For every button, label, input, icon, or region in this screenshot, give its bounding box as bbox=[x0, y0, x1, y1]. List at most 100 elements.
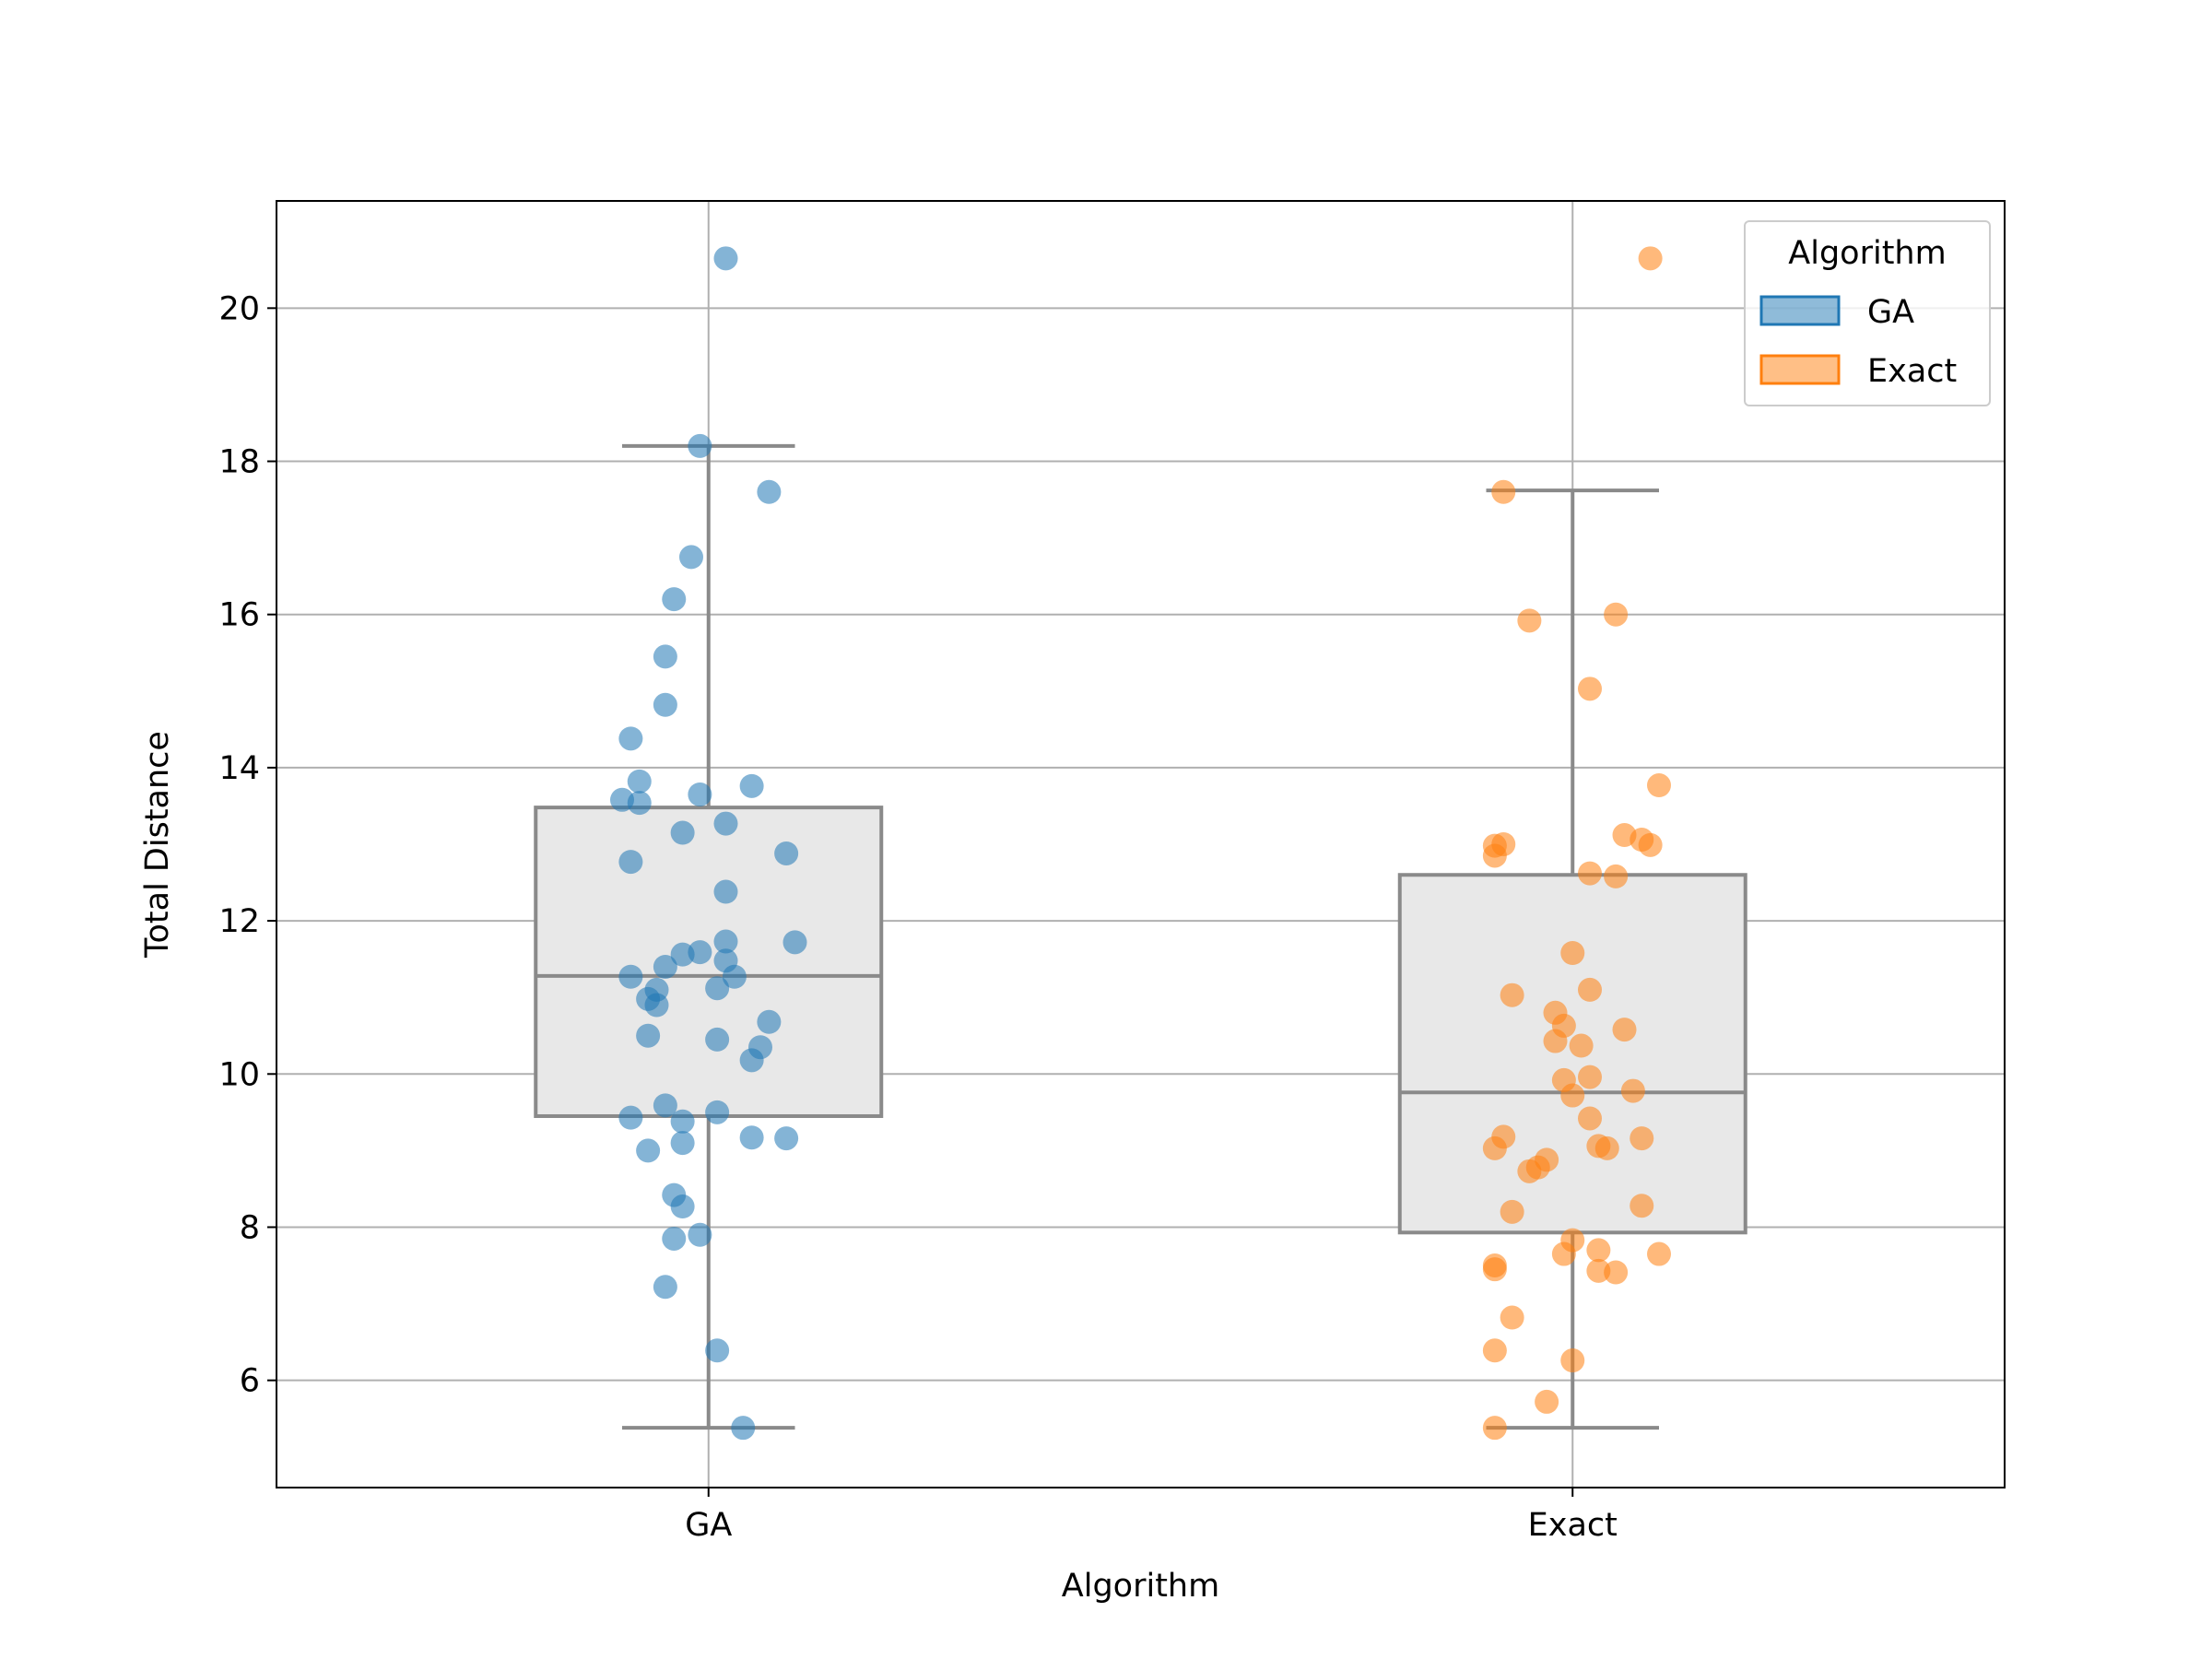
data-point bbox=[739, 1048, 764, 1073]
data-point bbox=[713, 879, 738, 904]
data-point bbox=[1578, 977, 1602, 1002]
legend-title: Algorithm bbox=[1788, 235, 1946, 272]
data-point bbox=[670, 1109, 695, 1134]
data-point bbox=[653, 1275, 677, 1300]
data-point bbox=[1612, 1018, 1637, 1042]
data-point bbox=[1604, 1260, 1629, 1285]
data-point bbox=[1560, 1348, 1585, 1373]
data-point bbox=[1569, 1033, 1594, 1058]
data-point bbox=[1482, 1257, 1507, 1282]
data-point bbox=[653, 692, 677, 717]
data-point bbox=[1578, 1065, 1602, 1089]
data-point bbox=[627, 791, 652, 816]
data-point bbox=[1578, 1106, 1602, 1131]
y-tick-label: 20 bbox=[218, 290, 260, 327]
data-point bbox=[1535, 1389, 1559, 1414]
box-exact bbox=[1397, 488, 1747, 1430]
box-layer bbox=[534, 443, 1747, 1430]
legend-entries: GA Exact bbox=[1759, 294, 1957, 390]
data-point bbox=[1630, 1194, 1654, 1218]
data-point bbox=[1638, 832, 1663, 857]
data-point bbox=[1482, 1135, 1507, 1160]
data-point bbox=[1586, 1258, 1611, 1283]
data-point bbox=[618, 726, 643, 751]
y-axis-label: Total Distance bbox=[139, 731, 176, 959]
data-point bbox=[1500, 1199, 1524, 1224]
data-point bbox=[670, 820, 695, 845]
data-point bbox=[1586, 1238, 1611, 1263]
data-point bbox=[1517, 608, 1542, 633]
data-point bbox=[644, 993, 669, 1018]
data-point bbox=[670, 1194, 695, 1219]
y-tick-label: 12 bbox=[218, 903, 260, 940]
data-point bbox=[757, 479, 782, 504]
x-tick-label: Exact bbox=[1528, 1507, 1618, 1544]
y-tick-label: 18 bbox=[218, 444, 260, 481]
data-point bbox=[1638, 246, 1663, 271]
data-point bbox=[670, 942, 695, 967]
data-point bbox=[1482, 1338, 1507, 1363]
data-point bbox=[705, 1027, 730, 1052]
point-layer bbox=[610, 246, 1671, 1441]
y-tick-label: 8 bbox=[240, 1209, 260, 1246]
data-point bbox=[739, 773, 764, 798]
data-point bbox=[705, 1100, 730, 1124]
data-point bbox=[1647, 773, 1671, 798]
data-point bbox=[713, 929, 738, 954]
data-point bbox=[653, 644, 677, 669]
legend-swatch-ga bbox=[1759, 295, 1841, 326]
data-point bbox=[774, 1126, 799, 1151]
data-point bbox=[713, 246, 738, 271]
y-tick-label: 6 bbox=[240, 1363, 260, 1400]
series-ga bbox=[610, 246, 807, 1441]
legend-swatch-exact bbox=[1759, 354, 1841, 385]
data-point bbox=[653, 1093, 677, 1118]
data-point bbox=[1500, 982, 1524, 1007]
data-point bbox=[688, 433, 712, 458]
data-point bbox=[627, 769, 652, 794]
data-point bbox=[662, 587, 687, 612]
data-point bbox=[670, 1131, 695, 1156]
data-point bbox=[1647, 1241, 1671, 1266]
data-point bbox=[618, 850, 643, 875]
y-tick-label: 16 bbox=[218, 597, 260, 634]
data-point bbox=[1482, 843, 1507, 868]
data-point bbox=[705, 1338, 730, 1363]
data-point bbox=[653, 954, 677, 979]
x-tick-label: GA bbox=[685, 1507, 732, 1544]
data-point bbox=[1491, 479, 1516, 504]
data-point bbox=[1604, 864, 1629, 888]
data-point bbox=[782, 930, 807, 955]
y-tick-label: 14 bbox=[218, 750, 260, 787]
data-point bbox=[1604, 602, 1629, 627]
data-point bbox=[636, 1138, 661, 1163]
legend-label-exact: Exact bbox=[1867, 353, 1957, 390]
data-point bbox=[757, 1009, 782, 1034]
box-ga bbox=[534, 443, 884, 1430]
data-point bbox=[1517, 1159, 1542, 1183]
data-point bbox=[636, 1023, 661, 1048]
data-point bbox=[722, 964, 747, 989]
data-point bbox=[679, 545, 703, 570]
data-point bbox=[618, 964, 643, 989]
data-point bbox=[1500, 1305, 1524, 1330]
data-point bbox=[1560, 940, 1585, 965]
data-point bbox=[713, 811, 738, 836]
data-point bbox=[618, 1105, 643, 1130]
data-point bbox=[731, 1416, 756, 1441]
axis-ticks: 6 8 10 12 14 16 18 20 GA Exact bbox=[218, 290, 1617, 1544]
data-point bbox=[705, 976, 730, 1001]
data-point bbox=[688, 782, 712, 806]
plot-frame bbox=[276, 200, 2006, 1488]
legend: Algorithm GA Exact bbox=[1744, 220, 1991, 406]
data-point bbox=[662, 1226, 687, 1251]
data-point bbox=[688, 1222, 712, 1247]
data-point bbox=[1551, 1241, 1576, 1266]
legend-label-ga: GA bbox=[1867, 294, 1914, 331]
data-point bbox=[1578, 861, 1602, 886]
data-point bbox=[1482, 1416, 1507, 1441]
data-point bbox=[739, 1125, 764, 1150]
data-point bbox=[1560, 1083, 1585, 1108]
x-axis-label: Algorithm bbox=[1062, 1568, 1219, 1605]
